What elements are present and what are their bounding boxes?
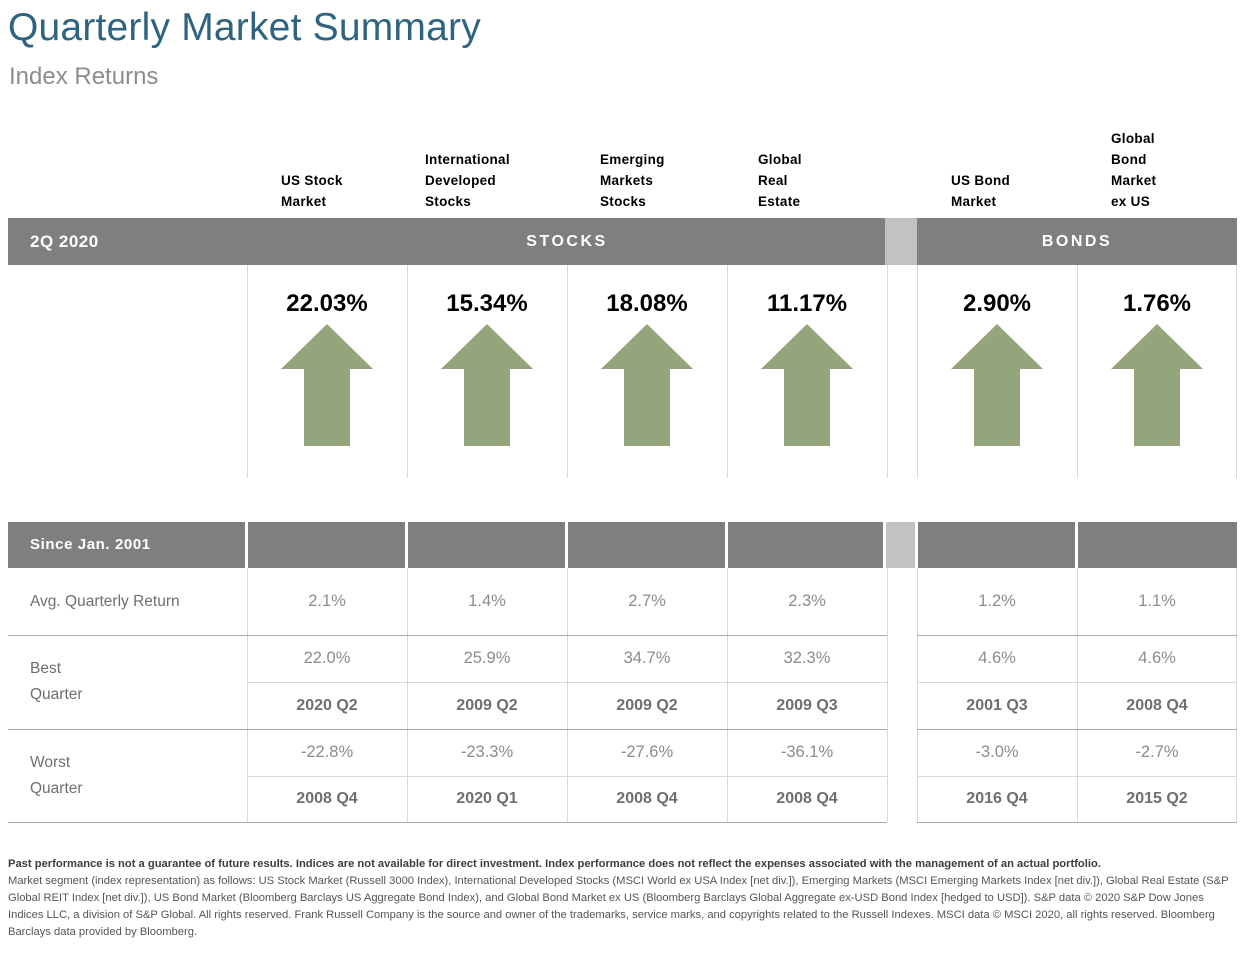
disclaimer-regular-text: Market segment (index representation) as…: [8, 875, 1229, 938]
divider: [1077, 265, 1078, 478]
divider: [247, 568, 248, 822]
band-gap: [245, 522, 248, 568]
worst-quarter-date-cell: 2008 Q4: [296, 790, 358, 807]
worst-quarter-value-cell: -23.3%: [460, 743, 514, 761]
row-label-avg-quarterly-return: Avg. Quarterly Return: [30, 592, 180, 610]
quarter-return-us-bond: 2.90%: [962, 290, 1032, 317]
divider: [407, 265, 408, 478]
band-gap: [725, 522, 728, 568]
row-divider: [8, 822, 887, 823]
group-label-bonds: BONDS: [1041, 233, 1113, 250]
row-divider: [917, 729, 1237, 730]
row-divider: [917, 776, 1237, 777]
avg-return-cell: 2.3%: [788, 592, 826, 610]
divider: [1236, 265, 1237, 478]
up-arrow-icon: [281, 324, 373, 446]
best-quarter-value-cell: 32.3%: [783, 649, 831, 667]
row-label-best-quarter: Best Quarter: [30, 660, 83, 703]
best-quarter-value-cell: 22.0%: [303, 649, 351, 667]
row-divider: [247, 682, 887, 683]
row-divider: [8, 635, 887, 636]
worst-quarter-date-cell: 2016 Q4: [966, 790, 1028, 807]
column-header-emerging-markets-stocks: Emerging Markets Stocks: [600, 152, 665, 209]
divider: [727, 265, 728, 478]
best-quarter-date-cell: 2009 Q3: [776, 696, 838, 714]
worst-quarter-value-cell: -2.7%: [1135, 743, 1179, 761]
up-arrow-icon: [601, 324, 693, 446]
band-gap: [565, 522, 568, 568]
disclaimer-bold-text: Past performance is not a guarantee of f…: [8, 858, 1101, 870]
row-divider: [8, 729, 887, 730]
divider: [247, 265, 248, 478]
quarter-return-intl-developed: 15.34%: [446, 290, 528, 317]
avg-return-cell: 2.7%: [628, 592, 666, 610]
up-arrow-icon: [761, 324, 853, 446]
column-header-global-bond-market-ex-us: Global Bond Market ex US: [1111, 131, 1157, 209]
divider: [567, 568, 568, 822]
divider: [887, 568, 888, 822]
divider: [407, 568, 408, 822]
column-header-us-bond-market: US Bond Market: [951, 173, 1011, 209]
avg-return-cell: 1.1%: [1138, 592, 1176, 610]
divider: [727, 568, 728, 822]
best-quarter-date-cell: 2008 Q4: [1126, 696, 1188, 714]
avg-return-cell: 1.2%: [978, 592, 1016, 610]
row-divider: [917, 635, 1237, 636]
divider: [917, 568, 918, 822]
band-gap: [883, 522, 886, 568]
worst-quarter-date-cell: 2008 Q4: [776, 790, 838, 807]
best-quarter-value-cell: 4.6%: [978, 649, 1016, 667]
table2-period-label: Since Jan. 2001: [30, 536, 151, 553]
best-quarter-value-cell: 25.9%: [463, 649, 511, 667]
band-gap: [405, 522, 408, 568]
group-label-stocks: STOCKS: [526, 233, 608, 250]
quarter-return-us-stock: 22.03%: [286, 290, 368, 317]
best-quarter-date-cell: 2009 Q2: [616, 696, 678, 714]
column-header-us-stock-market: US Stock Market: [281, 173, 343, 209]
quarter-return-global-bond-ex-us: 1.76%: [1122, 290, 1192, 317]
worst-quarter-value-cell: -22.8%: [300, 743, 354, 761]
divider: [1236, 568, 1237, 822]
column-header-international-developed-stocks: International Developed Stocks: [425, 152, 510, 209]
worst-quarter-value-cell: -36.1%: [780, 743, 834, 761]
best-quarter-date-cell: 2009 Q2: [456, 696, 518, 714]
quarter-return-global-real-estate: 11.17%: [766, 290, 848, 317]
quarter-return-emerging-markets: 18.08%: [606, 290, 688, 317]
up-arrow-icon: [1111, 324, 1203, 446]
best-quarter-date-cell: 2020 Q2: [296, 696, 358, 714]
disclaimer-footnote: Past performance is not a guarantee of f…: [8, 856, 1239, 941]
row-divider: [917, 682, 1237, 683]
table1-period-label: 2Q 2020: [30, 232, 99, 251]
band-gap: [1075, 522, 1078, 568]
avg-return-cell: 2.1%: [308, 592, 346, 610]
page-title: Quarterly Market Summary: [8, 6, 481, 49]
up-arrow-icon: [441, 324, 533, 446]
avg-return-cell: 1.4%: [468, 592, 506, 610]
worst-quarter-date-cell: 2015 Q2: [1126, 790, 1188, 807]
divider: [917, 265, 918, 478]
table1-band-separator: [885, 218, 917, 265]
divider: [887, 265, 888, 478]
row-divider: [917, 822, 1237, 823]
table1-header-band: [8, 218, 1237, 265]
page-subtitle: Index Returns: [9, 63, 159, 90]
best-quarter-date-cell: 2001 Q3: [966, 696, 1028, 714]
best-quarter-value-cell: 34.7%: [623, 649, 671, 667]
row-label-worst-quarter: Worst Quarter: [30, 754, 83, 797]
column-header-global-real-estate: Global Real Estate: [758, 152, 802, 209]
divider: [1077, 568, 1078, 822]
worst-quarter-value-cell: -27.6%: [620, 743, 674, 761]
worst-quarter-date-cell: 2008 Q4: [616, 790, 678, 807]
table2-band-separator: [886, 522, 915, 568]
band-gap: [915, 522, 918, 568]
divider: [567, 265, 568, 478]
worst-quarter-date-cell: 2020 Q1: [456, 790, 518, 807]
table2-header-band: [8, 522, 1237, 568]
up-arrow-icon: [951, 324, 1043, 446]
row-divider: [247, 776, 887, 777]
worst-quarter-value-cell: -3.0%: [975, 743, 1019, 761]
best-quarter-value-cell: 4.6%: [1138, 649, 1176, 667]
